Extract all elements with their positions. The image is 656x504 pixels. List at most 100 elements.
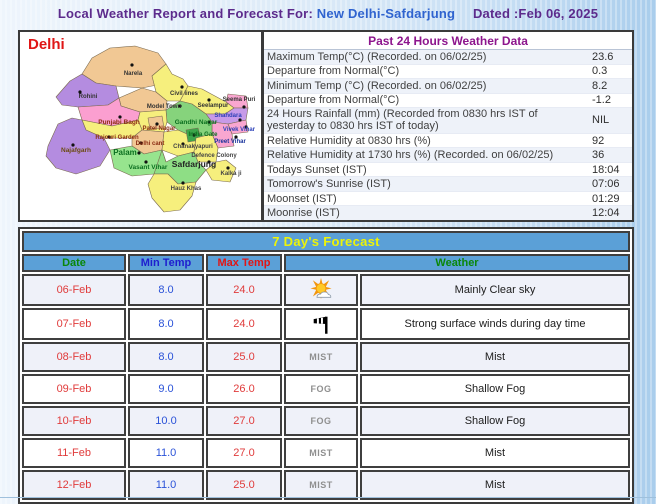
page-title: Local Weather Report and Forecast For: N…: [0, 0, 656, 21]
district-marker-dot: [234, 135, 238, 139]
district-najafgarh: [45, 117, 111, 175]
forecast-weather-text: Shallow Fog: [360, 374, 630, 404]
forecast-date: 10-Feb: [22, 406, 126, 436]
weather-code-text: MIST: [309, 448, 333, 458]
past24-row-label: Moonrise (IST): [267, 207, 340, 220]
past24-row: Minimum Temp (°C) (Recorded. on 06/02/25…: [264, 79, 632, 94]
station-name: New Delhi-Safdarjung: [316, 6, 456, 21]
district-label: Punjabi Bagh: [98, 119, 140, 126]
past24-row-value: 36: [592, 149, 605, 162]
district-marker-dot: [207, 120, 211, 124]
forecast-date: 07-Feb: [22, 308, 126, 340]
forecast-date: 06-Feb: [22, 274, 126, 306]
past24-row-value: 0.3: [592, 65, 608, 78]
forecast-table: 7 Day's Forecast Date Min Temp Max Temp …: [20, 229, 632, 502]
past24-row-value: 01:29: [592, 192, 620, 205]
district-label: Vasant Vihar: [129, 164, 168, 171]
district-marker-dot: [130, 63, 134, 67]
column-header-max-temp: Max Temp: [206, 254, 282, 272]
past24-row-value: 92: [592, 134, 605, 147]
district-label: Narela: [124, 71, 143, 77]
district-label: Seema Puri: [223, 97, 256, 103]
district-marker-dot: [71, 143, 75, 147]
district-marker-dot: [181, 142, 185, 146]
map-title: Delhi: [28, 36, 65, 53]
past24-row-value: 18:04: [592, 163, 620, 176]
forecast-max-temp: 27.0: [206, 406, 282, 436]
dated-label: Dated :Feb 06, 2025: [472, 6, 599, 21]
district-rohini: [55, 73, 120, 108]
district-label: Patel Nagar: [142, 126, 176, 132]
weather-code-text: MIST: [309, 352, 333, 362]
district-label: Model Town: [147, 104, 182, 110]
district-marker-dot: [107, 135, 111, 139]
past24-row-label: Moonset (IST): [267, 192, 337, 205]
district-labels: Narela Rohini Civil lines Model Town Seelamp…: [61, 63, 256, 192]
district-label: India Gate: [188, 132, 218, 138]
forecast-weather-icon-cell: MIST: [284, 342, 358, 372]
district-label: Shahdara: [214, 113, 242, 119]
forecast-weather-text: Mist: [360, 342, 630, 372]
district-marker-dot: [155, 122, 159, 126]
forecast-min-temp: 9.0: [128, 374, 204, 404]
past24-row-value: NIL: [592, 114, 610, 127]
district-marker-dot: [192, 133, 196, 137]
past24-row: Relative Humidity at 0830 hrs (%) 92: [264, 134, 632, 149]
past24-row: Moonset (IST) 01:29: [264, 192, 632, 207]
weather-code-text: MIST: [309, 480, 333, 490]
district-marker-dot: [181, 181, 185, 185]
past24-row-label: Todays Sunset (IST): [267, 163, 367, 176]
district-label: Kalka ji: [220, 171, 241, 177]
past24-row: Moonrise (IST) 12:04: [264, 206, 632, 220]
forecast-row: 08-Feb 8.0 25.0 MIST Mist: [22, 342, 630, 372]
forecast-min-temp: 8.0: [128, 342, 204, 372]
past24-row: Todays Sunset (IST) 18:04: [264, 163, 632, 178]
district-label: Seelampur: [198, 103, 229, 109]
weather-code-text: FOG: [310, 416, 332, 426]
forecast-min-temp: 10.0: [128, 406, 204, 436]
forecast-max-temp: 25.0: [206, 342, 282, 372]
forecast-date: 11-Feb: [22, 438, 126, 468]
district-patel-nagar-inner: [147, 115, 165, 130]
past24-row-value: -1.2: [592, 94, 611, 107]
past24-row: Departure from Normal(°C) -1.2: [264, 94, 632, 108]
forecast-title: 7 Day's Forecast: [22, 231, 630, 252]
district-marker-dot: [139, 141, 143, 145]
district-label: Hauz Khas: [171, 186, 202, 192]
forecast-weather-icon-cell: [284, 274, 358, 306]
delhi-district-map: Narela Rohini Civil lines Model Town Seelamp…: [45, 45, 256, 213]
forecast-section: 7 Day's Forecast Date Min Temp Max Temp …: [18, 227, 634, 504]
forecast-weather-text: Mist: [360, 470, 630, 500]
forecast-max-temp: 25.0: [206, 470, 282, 500]
forecast-row: 11-Feb 11.0 27.0 MIST Mist: [22, 438, 630, 468]
past24-row-label: Minimum Temp (°C) (Recorded. on 06/02/25…: [267, 79, 487, 92]
district-label: Chanakyapuri: [173, 144, 213, 150]
forecast-header-row: Date Min Temp Max Temp Weather: [22, 254, 630, 272]
forecast-min-temp: 8.0: [128, 274, 204, 306]
district-marker-dot: [78, 90, 82, 94]
past24-row-value: 8.2: [592, 79, 608, 92]
forecast-weather-icon-cell: [284, 308, 358, 340]
district-marker-dot: [118, 115, 122, 119]
district-label: Najafgarh: [61, 147, 91, 154]
district-marker-dot: [144, 160, 148, 164]
district-marker-dot: [244, 125, 248, 129]
past24-row-label: Departure from Normal(°C): [267, 94, 400, 107]
past24-row: Tomorrow's Sunrise (IST) 07:06: [264, 177, 632, 192]
past24-panel: Past 24 Hours Weather Data Maximum Temp(…: [263, 30, 634, 222]
district-label: Rohini: [79, 94, 98, 100]
column-header-weather: Weather: [284, 254, 630, 272]
past24-row-label: Relative Humidity at 1730 hrs (%) (Recor…: [267, 149, 554, 162]
forecast-date: 12-Feb: [22, 470, 126, 500]
sun-cloud-icon: [310, 277, 332, 299]
forecast-weather-text: Strong surface winds during day time: [360, 308, 630, 340]
district-label: Defence Colony: [191, 153, 237, 159]
district-label: Delhi cant: [136, 141, 165, 147]
district-marker-dot: [242, 105, 246, 109]
forecast-min-temp: 8.0: [128, 308, 204, 340]
past24-row: Relative Humidity at 1730 hrs (%) (Recor…: [264, 148, 632, 163]
forecast-min-temp: 11.0: [128, 470, 204, 500]
district-gandhi-nagar: [165, 100, 213, 139]
column-header-date: Date: [22, 254, 126, 272]
district-marker-dot: [137, 151, 141, 155]
